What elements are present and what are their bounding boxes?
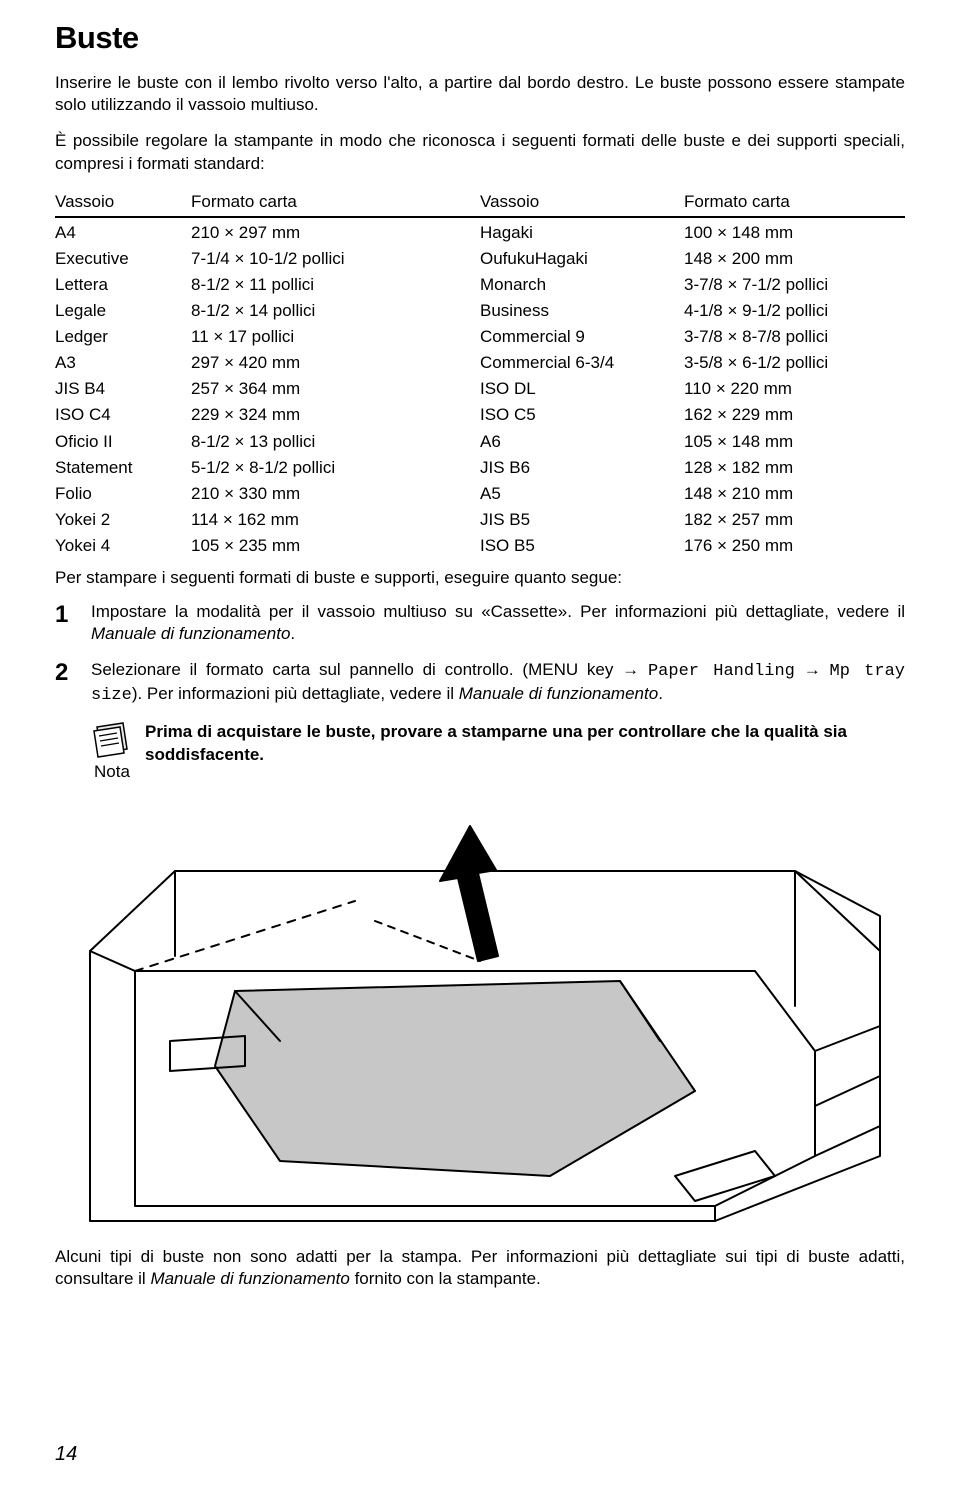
table-cell: Ledger	[55, 324, 191, 350]
note-block: Nota Prima di acquistare le buste, prova…	[91, 721, 905, 783]
table-cell: 11 × 17 pollici	[191, 324, 480, 350]
note-text: Prima di acquistare le buste, provare a …	[145, 721, 905, 767]
table-cell: OufukuHagaki	[480, 246, 684, 272]
table-cell: Commercial 9	[480, 324, 684, 350]
page-number: 14	[55, 1441, 77, 1467]
table-cell: ISO C4	[55, 402, 191, 428]
table-cell: A4	[55, 217, 191, 246]
paper-formats-table: Vassoio Formato carta Vassoio Formato ca…	[55, 189, 905, 559]
closing-paragraph: Alcuni tipi di buste non sono adatti per…	[55, 1246, 905, 1290]
table-header: Formato carta	[684, 189, 905, 217]
table-row: A3297 × 420 mmCommercial 6-3/43-5/8 × 6-…	[55, 350, 905, 376]
table-cell: Yokei 4	[55, 533, 191, 559]
closing-text: fornito con la stampante.	[350, 1269, 541, 1288]
arrow-icon: →	[613, 660, 648, 679]
table-cell: 7-1/4 × 10-1/2 pollici	[191, 246, 480, 272]
table-cell: Statement	[55, 455, 191, 481]
intro-paragraph-2: È possibile regolare la stampante in mod…	[55, 130, 905, 174]
step-text: ). Per informazioni più dettagliate, ved…	[132, 684, 459, 703]
menu-key-label: MENU key	[528, 660, 613, 679]
table-cell: 5-1/2 × 8-1/2 pollici	[191, 455, 480, 481]
table-cell: Hagaki	[480, 217, 684, 246]
table-cell: 114 × 162 mm	[191, 507, 480, 533]
table-cell: 148 × 200 mm	[684, 246, 905, 272]
step-text: .	[658, 684, 663, 703]
table-cell: 210 × 330 mm	[191, 481, 480, 507]
table-cell: 4-1/8 × 9-1/2 pollici	[684, 298, 905, 324]
table-cell: 8-1/2 × 14 pollici	[191, 298, 480, 324]
note-icon	[91, 721, 133, 761]
table-cell: JIS B5	[480, 507, 684, 533]
table-cell: A5	[480, 481, 684, 507]
table-row: ISO C4229 × 324 mmISO C5162 × 229 mm	[55, 402, 905, 428]
table-cell: A6	[480, 429, 684, 455]
note-label: Nota	[94, 761, 130, 783]
table-cell: 297 × 420 mm	[191, 350, 480, 376]
table-cell: 257 × 364 mm	[191, 376, 480, 402]
table-cell: 8-1/2 × 13 pollici	[191, 429, 480, 455]
table-header: Vassoio	[480, 189, 684, 217]
table-cell: 110 × 220 mm	[684, 376, 905, 402]
table-cell: 128 × 182 mm	[684, 455, 905, 481]
steps-intro: Per stampare i seguenti formati di buste…	[55, 567, 905, 589]
table-cell: Oficio II	[55, 429, 191, 455]
table-cell: 8-1/2 × 11 pollici	[191, 272, 480, 298]
table-cell: JIS B4	[55, 376, 191, 402]
manual-reference: Manuale di funzionamento	[459, 684, 658, 703]
table-header: Vassoio	[55, 189, 191, 217]
menu-path: Paper Handling	[648, 662, 795, 681]
table-cell: 210 × 297 mm	[191, 217, 480, 246]
table-cell: Executive	[55, 246, 191, 272]
table-cell: 229 × 324 mm	[191, 402, 480, 428]
arrow-icon: →	[795, 660, 830, 679]
table-cell: Monarch	[480, 272, 684, 298]
table-cell: 3-7/8 × 8-7/8 pollici	[684, 324, 905, 350]
manual-reference: Manuale di funzionamento	[150, 1269, 349, 1288]
table-cell: A3	[55, 350, 191, 376]
table-cell: Yokei 2	[55, 507, 191, 533]
page-title: Buste	[55, 18, 905, 58]
step-text: Impostare la modalità per il vassoio mul…	[91, 602, 905, 621]
table-cell: 105 × 148 mm	[684, 429, 905, 455]
step-2: Selezionare il formato carta sul pannell…	[55, 659, 905, 707]
step-text: Selezionare il formato carta sul pannell…	[91, 660, 528, 679]
table-row: JIS B4257 × 364 mmISO DL110 × 220 mm	[55, 376, 905, 402]
table-row: A4210 × 297 mmHagaki100 × 148 mm	[55, 217, 905, 246]
step-1: Impostare la modalità per il vassoio mul…	[55, 601, 905, 645]
printer-tray-diagram	[75, 806, 885, 1226]
table-row: Lettera8-1/2 × 11 polliciMonarch3-7/8 × …	[55, 272, 905, 298]
table-cell: Folio	[55, 481, 191, 507]
table-cell: 100 × 148 mm	[684, 217, 905, 246]
table-cell: 3-5/8 × 6-1/2 pollici	[684, 350, 905, 376]
table-row: Legale8-1/2 × 14 polliciBusiness4-1/8 × …	[55, 298, 905, 324]
table-cell: 105 × 235 mm	[191, 533, 480, 559]
table-cell: 176 × 250 mm	[684, 533, 905, 559]
table-row: Yokei 4105 × 235 mmISO B5176 × 250 mm	[55, 533, 905, 559]
table-row: Ledger11 × 17 polliciCommercial 93-7/8 ×…	[55, 324, 905, 350]
table-cell: 3-7/8 × 7-1/2 pollici	[684, 272, 905, 298]
table-row: Folio210 × 330 mmA5148 × 210 mm	[55, 481, 905, 507]
table-header: Formato carta	[191, 189, 480, 217]
table-cell: JIS B6	[480, 455, 684, 481]
step-text: .	[290, 624, 295, 643]
table-cell: ISO C5	[480, 402, 684, 428]
table-cell: ISO DL	[480, 376, 684, 402]
table-row: Oficio II8-1/2 × 13 polliciA6105 × 148 m…	[55, 429, 905, 455]
intro-paragraph-1: Inserire le buste con il lembo rivolto v…	[55, 72, 905, 116]
table-cell: Legale	[55, 298, 191, 324]
table-row: Statement5-1/2 × 8-1/2 polliciJIS B6128 …	[55, 455, 905, 481]
table-row: Yokei 2114 × 162 mmJIS B5182 × 257 mm	[55, 507, 905, 533]
table-row: Executive7-1/4 × 10-1/2 polliciOufukuHag…	[55, 246, 905, 272]
table-cell: Commercial 6-3/4	[480, 350, 684, 376]
table-cell: 162 × 229 mm	[684, 402, 905, 428]
manual-reference: Manuale di funzionamento	[91, 624, 290, 643]
table-cell: ISO B5	[480, 533, 684, 559]
table-cell: Lettera	[55, 272, 191, 298]
table-cell: 148 × 210 mm	[684, 481, 905, 507]
table-cell: 182 × 257 mm	[684, 507, 905, 533]
table-cell: Business	[480, 298, 684, 324]
